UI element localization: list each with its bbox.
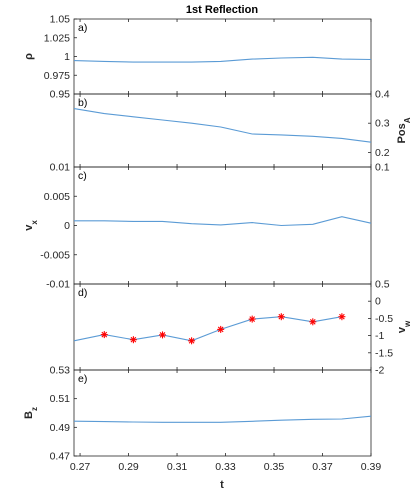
series-line bbox=[73, 316, 342, 342]
left-tick-label: 0.95 bbox=[50, 89, 71, 101]
right-axis-label: vw bbox=[396, 320, 412, 333]
marker-stroke bbox=[309, 318, 316, 325]
left-tick-label: 0.47 bbox=[50, 451, 71, 463]
x-tick-label: 0.29 bbox=[118, 461, 139, 473]
panel-letter: b) bbox=[78, 97, 87, 109]
right-axis-label-text: PosA bbox=[396, 117, 412, 143]
left-tick-label: 0.975 bbox=[44, 70, 70, 82]
marker-stroke bbox=[130, 336, 137, 343]
x-tick-label: 0.35 bbox=[264, 461, 285, 473]
series-line bbox=[73, 415, 372, 423]
panel-frame bbox=[73, 369, 372, 457]
panel-letter: d) bbox=[78, 287, 87, 299]
series-line bbox=[73, 56, 372, 63]
x-tick-label: 0.31 bbox=[167, 461, 188, 473]
right-tick-label: 0 bbox=[375, 296, 381, 308]
data-point-marker bbox=[309, 318, 317, 326]
left-tick-label: -0.01 bbox=[46, 279, 70, 291]
data-point-marker bbox=[129, 336, 137, 344]
data-point-marker bbox=[248, 315, 256, 323]
right-tick-label: 0.4 bbox=[375, 89, 390, 101]
data-point-marker bbox=[159, 331, 166, 339]
marker-stroke bbox=[188, 337, 195, 344]
right-tick-label: -1.5 bbox=[375, 347, 393, 359]
right-tick-label: 0.2 bbox=[375, 147, 390, 159]
right-tick-label: -0.5 bbox=[375, 313, 393, 325]
right-axis-label: PosA bbox=[396, 117, 412, 143]
left-tick-label: 0 bbox=[64, 220, 70, 232]
right-tick-label: -1 bbox=[375, 330, 384, 342]
left-tick-label: -0.005 bbox=[40, 249, 70, 261]
left-tick-label: 1 bbox=[64, 51, 70, 63]
panel-letter: c) bbox=[78, 170, 87, 182]
x-tick-label: 0.39 bbox=[361, 461, 382, 473]
panel-letter: e) bbox=[78, 373, 87, 385]
left-tick-label: 0.53 bbox=[50, 365, 71, 377]
panel-e: 0.47 0.49 0.51 0.53 0.27 0.29 0.31 0.33 0.35 0.37… bbox=[50, 365, 382, 474]
marker-stroke bbox=[249, 316, 256, 322]
data-point-marker bbox=[217, 325, 225, 333]
panel-c: -0.01 -0.005 0 0.005 0.01 0.1 c) bbox=[40, 162, 390, 291]
x-tick-label: 0.37 bbox=[312, 461, 333, 473]
left-axis-label-text: ρ bbox=[23, 53, 35, 60]
left-tick-label: 0.49 bbox=[50, 422, 71, 434]
right-axis-label-text: vw bbox=[396, 320, 412, 333]
panel-d: -2 -1.5 -1 -0.5 0 0.5 d) bbox=[73, 279, 393, 377]
right-tick-label: 0.1 bbox=[375, 162, 390, 174]
right-tick-label: -2 bbox=[375, 365, 384, 377]
left-tick-label: 1.025 bbox=[44, 32, 70, 44]
panel-frame bbox=[73, 166, 372, 285]
chart-title: 1st Reflection bbox=[186, 4, 258, 16]
marker-stroke bbox=[101, 331, 108, 338]
plot-layer: 0.95 0.975 1 1.025 1.05 a) ρ 0.2 0.3 0.4 b) PosA -0.… bbox=[23, 14, 412, 474]
marker-stroke bbox=[159, 332, 166, 338]
left-tick-label: 0.005 bbox=[44, 191, 70, 203]
left-axis-label: vx bbox=[23, 220, 39, 231]
x-tick-label: 0.33 bbox=[215, 461, 236, 473]
data-point-marker bbox=[277, 313, 285, 321]
right-tick-label: 0.5 bbox=[375, 279, 390, 291]
left-tick-label: 0.01 bbox=[50, 162, 71, 174]
left-tick-label: 0.51 bbox=[50, 393, 71, 405]
left-axis-label: ρ bbox=[23, 53, 35, 60]
data-point-marker bbox=[338, 313, 346, 321]
panel-b: 0.2 0.3 0.4 b) bbox=[73, 89, 390, 168]
panel-frame bbox=[73, 93, 372, 168]
data-point-marker bbox=[100, 331, 108, 339]
panel-frame bbox=[73, 18, 372, 95]
x-tick-label: 0.27 bbox=[70, 461, 91, 473]
left-axis-label: Bz bbox=[23, 407, 39, 419]
data-point-marker bbox=[188, 337, 196, 345]
series-line bbox=[73, 108, 372, 143]
series-line bbox=[74, 216, 372, 227]
right-tick-label: 0.3 bbox=[375, 118, 390, 130]
panel-letter: a) bbox=[78, 22, 87, 34]
marker-stroke bbox=[217, 326, 224, 333]
left-tick-label: 1.05 bbox=[50, 14, 71, 26]
left-axis-label-text: vx bbox=[23, 220, 39, 231]
x-axis-label: t bbox=[220, 479, 224, 491]
marker-stroke bbox=[278, 313, 285, 320]
left-axis-label-text: Bz bbox=[23, 407, 39, 419]
marker-stroke bbox=[339, 313, 345, 320]
panel-a: 0.95 0.975 1 1.025 1.05 a) bbox=[44, 14, 372, 101]
